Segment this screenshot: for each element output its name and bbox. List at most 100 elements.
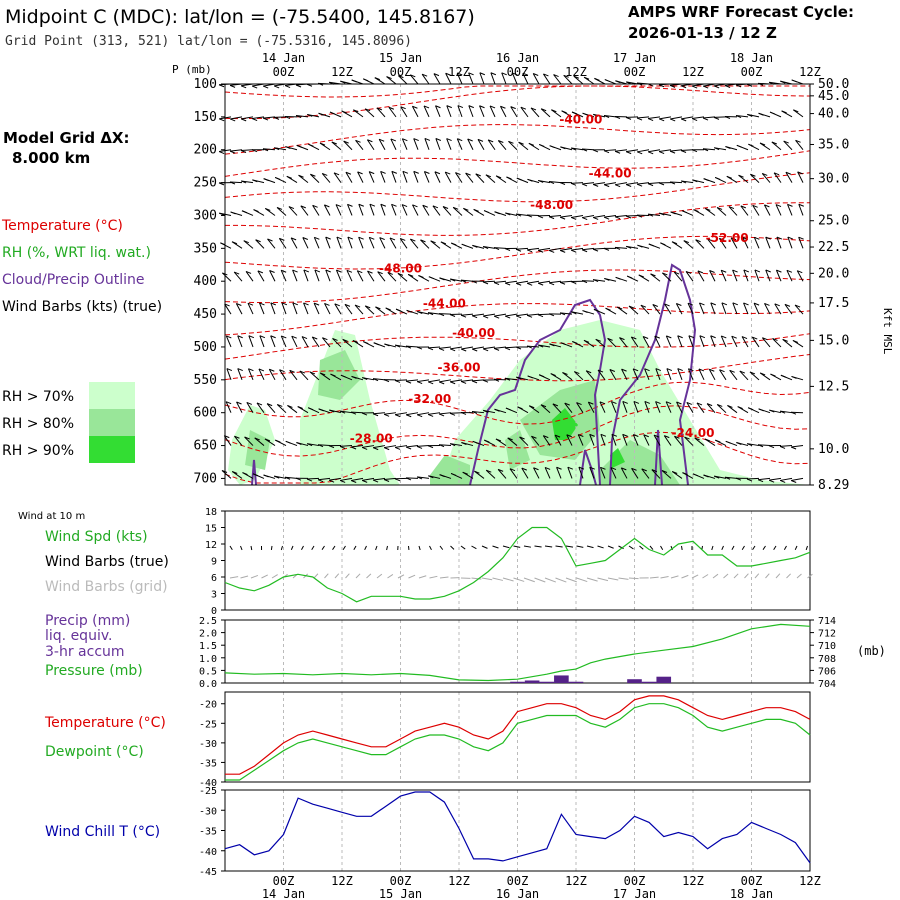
wind-barb-flag-117	[343, 140, 349, 144]
wind-barb-shaft-385	[375, 306, 386, 315]
wind-barb-flag-159	[218, 182, 225, 186]
wind-barb-shaft-316	[787, 236, 793, 249]
wind-barb-shaft-662	[509, 468, 518, 479]
wind-barb-flag-13	[363, 78, 369, 82]
wind-barb-shaft-413	[687, 302, 694, 315]
wind-barb-flag-662	[509, 468, 516, 472]
wind-barb-flag-250	[636, 214, 643, 218]
wind-barb-flag-25	[501, 72, 507, 76]
wind-barb-shaft-107	[230, 149, 243, 152]
wind-barb-flag-131	[498, 140, 504, 143]
wind-barb-flag-406	[605, 307, 611, 311]
temperature-label-6: -48.00	[379, 262, 422, 276]
wind-barb-flag-173	[380, 170, 386, 174]
wind-barb-flag-62	[318, 112, 324, 116]
wind-barb-flag-102	[758, 112, 764, 116]
wind-barb-flag-170	[345, 171, 352, 175]
wind10-header: Wind at 10 m	[18, 511, 85, 522]
wind-barb-shaft-296	[560, 247, 573, 251]
wind-barb-shaft-31	[563, 74, 573, 85]
wind-barb-flag-467	[699, 335, 706, 339]
wind10-grid-barb-43	[681, 574, 689, 579]
wind-barb-shaft-563	[587, 401, 595, 413]
wind-barb-shaft-359	[673, 271, 683, 282]
wind-barb-flag-426	[248, 335, 255, 339]
wind-barb-flag-32	[573, 75, 580, 79]
wind-barb-shaft-536	[287, 405, 298, 414]
wind10-true-barb-34	[586, 545, 594, 549]
wind-barb-shaft-207	[750, 173, 760, 183]
wind-barb-shaft-562	[576, 402, 584, 413]
wind-barb-flag-82	[540, 108, 547, 112]
wind-barb-shaft-179	[444, 171, 452, 183]
wind-barb-flag-488	[340, 374, 347, 378]
wind-barb-shaft-417	[732, 302, 738, 315]
legend-rh: RH (%, WRT liq. wat.)	[2, 245, 151, 261]
wind-barb-flag-392	[449, 314, 456, 317]
wind-barb-flag-676	[661, 470, 668, 473]
top-day-label-3: 17 Jan	[613, 51, 656, 65]
wind-barb-flag-75	[468, 105, 474, 109]
wind-barb-flag-481	[269, 368, 275, 372]
wind-barb-flag-464	[666, 335, 672, 339]
wind10-label-barbs: Wind Barbs (true)	[45, 554, 169, 570]
wind-barb-shaft-57	[263, 116, 276, 119]
wind-barb-shaft-601	[416, 445, 430, 447]
wind-barb-flag-354	[615, 276, 621, 280]
wind-barb-flag-577	[737, 406, 743, 409]
pressure-ytick-label-4: 712	[818, 629, 836, 640]
wind-barb-flag-427	[259, 335, 266, 339]
pressure-tick-label-6: 400	[194, 274, 217, 289]
wind-barb-flag-480	[258, 368, 265, 372]
wind-barb-flag-335	[407, 273, 414, 277]
wind-barb-flag-317	[798, 236, 804, 240]
wind-barb-flag-194	[603, 184, 610, 188]
wind-barb-flag-110	[262, 148, 269, 152]
wind-barb-flag-629	[725, 440, 731, 444]
wind-barb-shaft-275	[336, 236, 342, 249]
wind10-true-barb-26	[502, 545, 510, 549]
precip-bar-2	[539, 681, 555, 683]
wind-barb-shaft-445	[450, 346, 463, 350]
wind-barb-flag-346	[526, 282, 533, 286]
wind-barb-flag-23	[479, 72, 486, 76]
wind-barb-flag-622	[653, 434, 660, 438]
wind-barb-flag-356	[638, 274, 644, 278]
wind-barb-shaft-131	[497, 140, 507, 151]
wind-barb-flag-655	[428, 475, 434, 479]
temperature-contour-4	[224, 172, 811, 203]
wind-barb-flag-592	[317, 444, 324, 448]
wind10-true-barb-53	[783, 545, 787, 551]
wind-barb-shaft-390	[428, 312, 441, 315]
wind-barb-shaft-168	[321, 173, 331, 183]
wind-barb-flag-154	[748, 143, 754, 147]
wind-barb-shaft-636	[221, 470, 232, 479]
wind10-grid-barb-13	[366, 573, 372, 579]
rh-legend-swatch-80	[89, 409, 135, 436]
wind-barb-flag-327	[325, 269, 331, 273]
wind-barb-shaft-196	[626, 182, 639, 186]
height-tick-label-12: 8.29	[818, 478, 849, 493]
wind-barb-flag-384	[365, 305, 371, 309]
wind-barb-shaft-512	[609, 369, 617, 381]
wind-barb-flag-342	[482, 281, 489, 285]
wind-barb-flag-667	[567, 466, 574, 470]
wind-barb-flag-599	[394, 446, 401, 450]
wind-barb-flag-568	[644, 400, 651, 404]
wind-barb-flag-268	[255, 239, 261, 243]
wind-barb-shaft-56	[252, 116, 265, 120]
wind-barb-shaft-270	[278, 238, 287, 249]
wind-barb-flag-518	[677, 368, 683, 372]
wind-barb-shaft-675	[651, 469, 661, 479]
top-day-label-0: 14 Jan	[262, 51, 305, 65]
height-tick-label-11: 10.0	[818, 442, 849, 457]
wind-barb-flag-349	[559, 281, 566, 285]
wind-barb-flag-389	[417, 311, 423, 314]
wind10-true-barb-24	[481, 545, 488, 549]
wind-barb-flag-11	[340, 80, 346, 84]
precip-ytick-label-5: 2.5	[199, 616, 217, 627]
wind-barb-flag-291	[504, 248, 511, 251]
wind-barb-flag-375	[270, 302, 276, 306]
wind-barb-flag-326	[314, 269, 321, 273]
